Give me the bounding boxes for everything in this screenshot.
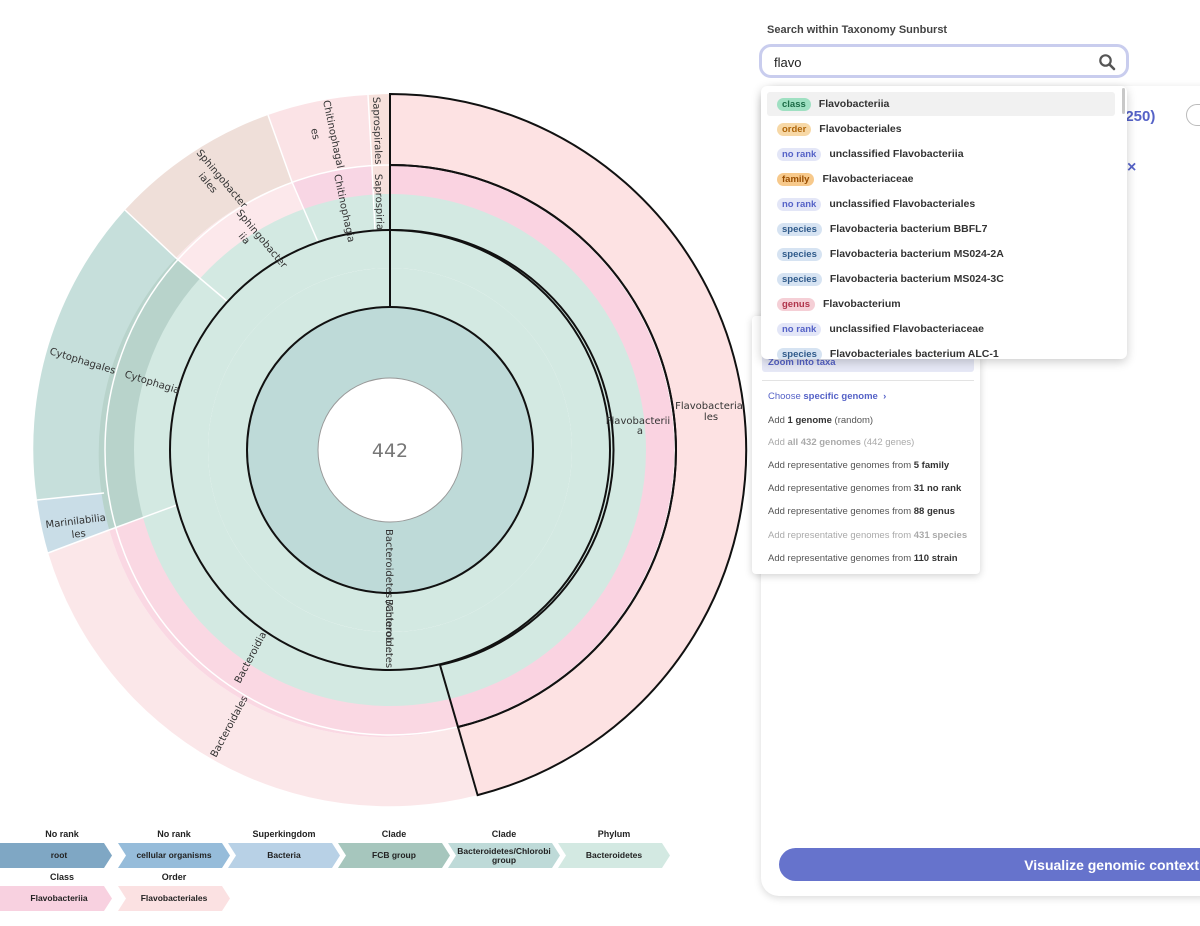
dropdown-item[interactable]: order Flavobacteriales — [767, 117, 1115, 141]
rank-badge: species — [777, 247, 822, 261]
dropdown-item-label: Flavobacteria bacterium BBFL7 — [829, 223, 988, 235]
dropdown-item-label: unclassified Flavobacteriaceae — [829, 323, 984, 335]
dropdown-item[interactable]: species Flavobacteria bacterium MS024-3C — [767, 267, 1115, 291]
rank-badge: no rank — [777, 197, 822, 211]
breadcrumb-name[interactable]: Bacteroidetes/Chlorobi group — [448, 843, 560, 868]
taxon-context-menu: Zoom into taxa Choose specific genome › … — [752, 316, 980, 574]
add-rep-family[interactable]: Add representative genomes from 5 family — [768, 460, 950, 471]
search-box — [759, 44, 1129, 78]
visualize-button[interactable]: Visualize genomic context — [779, 848, 1200, 881]
dropdown-item[interactable]: genus Flavobacterium — [767, 292, 1115, 316]
sunburst-arc-chitinophagales[interactable] — [268, 95, 372, 182]
add-one-genome[interactable]: Add 1 genome (random) — [768, 415, 874, 426]
breadcrumb-item-fcb-group[interactable]: Clade FCB group — [338, 829, 450, 868]
rank-badge: species — [777, 272, 822, 286]
dropdown-item-label: Flavobacteriales bacterium ALC-1 — [829, 348, 999, 359]
dropdown-item-label: Flavobacterium — [822, 298, 901, 310]
sunburst-highlight — [169, 92, 748, 797]
breadcrumb-rank: Class — [49, 872, 75, 882]
breadcrumb-rank: Order — [161, 872, 187, 882]
label-bacteroidetes-chlorobi: Bacteroidetes /Chlorob ... — [383, 529, 394, 656]
breadcrumb-rank: Clade — [491, 829, 517, 839]
breadcrumb-name[interactable]: FCB group — [338, 843, 450, 868]
dropdown-item-label: Flavobacteriales — [819, 123, 902, 135]
label-marinilabiliales-2: les — [71, 528, 86, 541]
rank-badge: species — [777, 222, 822, 236]
breadcrumb-name[interactable]: Flavobacteriia — [0, 886, 112, 911]
dropdown-scrollbar[interactable] — [1122, 88, 1125, 114]
breadcrumb-rank: Superkingdom — [252, 829, 316, 839]
chevron-right-icon: › — [883, 391, 887, 402]
dropdown-item[interactable]: species Flavobacteria bacterium MS024-2A — [767, 242, 1115, 266]
sunburst-arc-cytophagales[interactable] — [33, 210, 176, 500]
breadcrumb-item-bacteroidetes[interactable]: Phylum Bacteroidetes — [558, 829, 670, 868]
add-rep-species[interactable]: Add representative genomes from 431 spec… — [768, 530, 968, 541]
dropdown-item-label: Flavobacteriaceae — [822, 173, 914, 185]
breadcrumb-rank: Clade — [381, 829, 407, 839]
dropdown-item[interactable]: no rank unclassified Flavobacteriales — [767, 192, 1115, 216]
breadcrumb-name[interactable]: Bacteria — [228, 843, 340, 868]
close-icon[interactable]: × — [1127, 159, 1137, 176]
label-flavobacteriia-1: Flavobacterii — [606, 416, 670, 427]
label-bacteroidetes: Bacteroidetes — [383, 599, 394, 668]
breadcrumb-item-cellular-organisms[interactable]: No rank cellular organisms — [118, 829, 230, 868]
dropdown-item-label: Flavobacteria bacterium MS024-2A — [829, 248, 1004, 260]
rank-badge: class — [777, 97, 811, 111]
rank-badge: order — [777, 122, 812, 136]
choose-specific-genome[interactable]: Choose specific genome › — [768, 391, 887, 402]
rank-badge: family — [777, 172, 815, 186]
dropdown-item[interactable]: species Flavobacteriales bacterium ALC-1 — [767, 342, 1115, 359]
dropdown-item-label: Flavobacteria bacterium MS024-3C — [829, 273, 1004, 285]
add-all-genomes[interactable]: Add all 432 genomes (442 genes) — [768, 437, 915, 448]
label-flavobacteriales-2: les — [704, 412, 718, 423]
rank-badge: no rank — [777, 147, 822, 161]
label-chitinophagales-2: es — [308, 127, 321, 140]
label-saprospirales: Saprospirales — [370, 97, 383, 165]
breadcrumb-rank: Phylum — [597, 829, 631, 839]
label-flavobacteriales-1: Flavobacteria — [675, 401, 743, 412]
breadcrumb-item-bacteria[interactable]: Superkingdom Bacteria — [228, 829, 340, 868]
toggle-switch[interactable] — [1186, 104, 1200, 126]
rank-badge: species — [777, 347, 822, 359]
sunburst-arc-marinilabiliales[interactable] — [37, 493, 110, 554]
dropdown-item[interactable]: family Flavobacteriaceae — [767, 167, 1115, 191]
breadcrumb-item-root[interactable]: No rank root — [0, 829, 118, 868]
dropdown-item[interactable]: no rank unclassified Flavobacteriia — [767, 142, 1115, 166]
label-flavobacteriia-2: a — [637, 426, 643, 437]
breadcrumb-item-flavobacteriales[interactable]: Order Flavobacteriales — [118, 872, 230, 911]
label-saprospiria: Saprospiria — [372, 174, 385, 231]
taxonomy-sunburst[interactable]: 442 Bacteroidetes /Chlorob ... Bacteroid… — [0, 0, 760, 820]
breadcrumb-rank: No rank — [157, 829, 191, 839]
search-icon[interactable] — [1098, 53, 1116, 71]
sunburst-arc-flavobacteriales[interactable] — [390, 93, 747, 796]
breadcrumb-item-flavobacteriia[interactable]: Class Flavobacteriia — [0, 872, 118, 911]
sunburst-arc-sphingobacteriales[interactable] — [125, 115, 292, 258]
dropdown-item-label: unclassified Flavobacteriia — [829, 148, 964, 160]
dropdown-item-label: unclassified Flavobacteriales — [829, 198, 976, 210]
breadcrumb-name[interactable]: cellular organisms — [118, 843, 230, 868]
sunburst-arc-saprospirales[interactable] — [368, 94, 390, 166]
search-input[interactable] — [772, 52, 1092, 72]
dropdown-item-label: Flavobacteriia — [818, 98, 890, 110]
breadcrumb-name[interactable]: Flavobacteriales — [118, 886, 230, 911]
search-results-dropdown: class Flavobacteriia order Flavobacteriales… — [761, 86, 1127, 359]
breadcrumb-rank: No rank — [45, 829, 79, 839]
rank-badge: no rank — [777, 322, 822, 336]
menu-divider — [762, 380, 974, 381]
sunburst-center[interactable] — [318, 378, 462, 522]
dropdown-item[interactable]: class Flavobacteriia — [767, 92, 1115, 116]
add-rep-strain[interactable]: Add representative genomes from 110 stra… — [768, 553, 958, 564]
dropdown-item[interactable]: no rank unclassified Flavobacteriaceae — [767, 317, 1115, 341]
search-label: Search within Taxonomy Sunburst — [767, 24, 948, 36]
dropdown-item[interactable]: species Flavobacteria bacterium BBFL7 — [767, 217, 1115, 241]
breadcrumb-name[interactable]: root — [0, 843, 112, 868]
sunburst-center-count: 442 — [372, 440, 408, 462]
add-rep-genus[interactable]: Add representative genomes from 88 genus — [768, 506, 955, 517]
breadcrumb-name[interactable]: Bacteroidetes — [558, 843, 670, 868]
breadcrumb-item-bacteroidetes-chlorobi[interactable]: Clade Bacteroidetes/Chlorobi group — [448, 829, 560, 868]
rank-badge: genus — [777, 297, 815, 311]
sunburst-arc-bacteroidales[interactable] — [48, 530, 478, 807]
add-rep-no-rank[interactable]: Add representative genomes from 31 no ra… — [768, 483, 962, 494]
